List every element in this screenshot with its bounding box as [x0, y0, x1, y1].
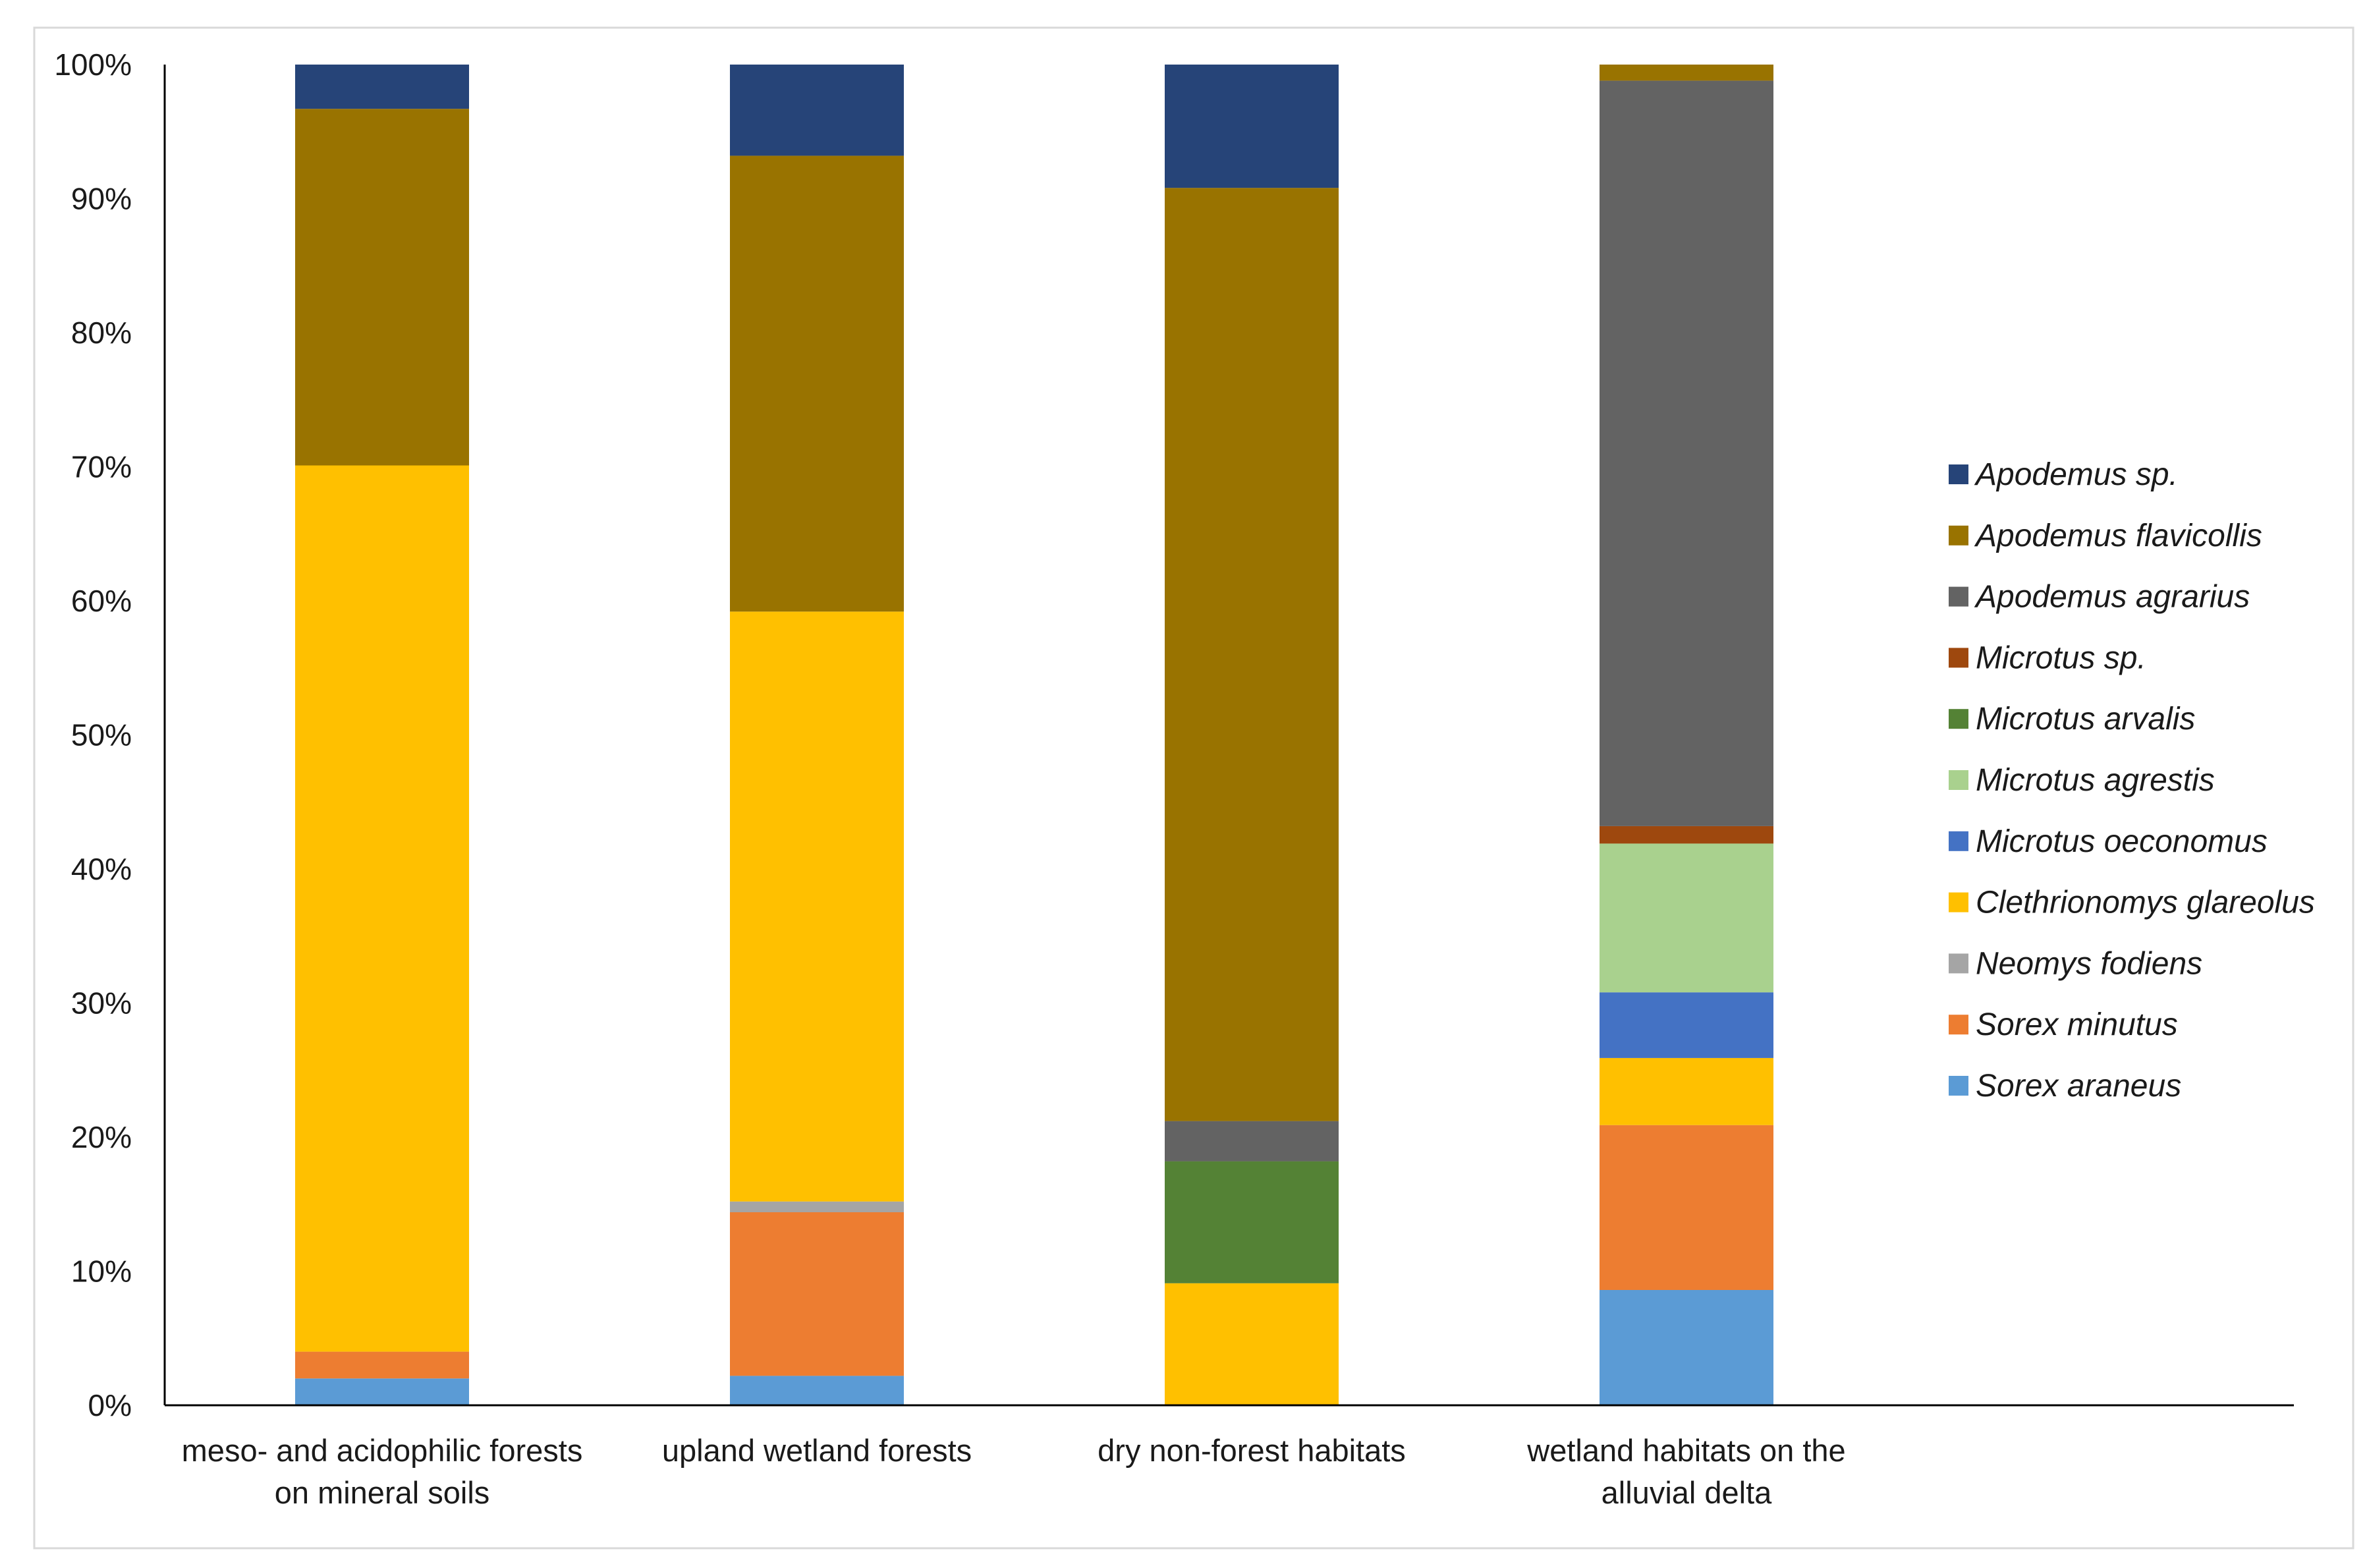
y-tick-label: 0%	[88, 1388, 132, 1422]
y-tick-label: 90%	[71, 182, 132, 216]
category-label-line: meso- and acidophilic forests	[182, 1433, 583, 1468]
legend-label-neomys-fodiens: Neomys fodiens	[1976, 946, 2202, 981]
legend-swatch-microtus-oeconomus	[1949, 831, 1968, 851]
category-label-line: dry non-forest habitats	[1098, 1433, 1406, 1468]
category-label-4: wetland habitats on the alluvial delta	[1526, 1433, 1845, 1510]
category-label-line: wetland habitats on the	[1526, 1433, 1845, 1468]
legend-swatch-sorex-minutus	[1949, 1015, 1968, 1035]
bar-segment-neomys-fodiens-2	[730, 1201, 904, 1212]
y-tick-label: 60%	[71, 584, 132, 618]
y-tick-label: 30%	[71, 986, 132, 1021]
category-label-line: alluvial delta	[1601, 1475, 1773, 1510]
legend-label-clethrionomys-glareolus: Clethrionomys glareolus	[1976, 885, 2315, 920]
bar-segment-apodemus-flavicollis-1	[295, 109, 469, 466]
legend-label-sorex-minutus: Sorex minutus	[1976, 1007, 2178, 1042]
legend-swatch-apodemus-sp	[1949, 464, 1968, 484]
legend-swatch-sorex-araneus	[1949, 1076, 1968, 1096]
bar-segment-clethrionomys-glareolus-1	[295, 465, 469, 1352]
legend-label-sorex-araneus: Sorex araneus	[1976, 1069, 2181, 1104]
bar-segment-microtus-oeconomus-4	[1600, 992, 1773, 1058]
legend-label-apodemus-flavicollis: Apodemus flavicollis	[1974, 518, 2262, 553]
legend-label-microtus-oeconomus: Microtus oeconomus	[1976, 824, 2268, 859]
bar-segment-apodemus-flavicollis-2	[730, 155, 904, 612]
bar-segment-sorex-minutus-2	[730, 1212, 904, 1376]
y-tick-label: 40%	[71, 852, 132, 886]
legend-label-microtus-arvalis: Microtus arvalis	[1976, 702, 2195, 737]
y-tick-label: 20%	[71, 1120, 132, 1154]
y-tick-label: 100%	[54, 47, 132, 82]
bar-segment-apodemus-agrarius-3	[1165, 1121, 1339, 1162]
bar-segment-sorex-minutus-4	[1600, 1125, 1773, 1290]
bar-segment-sorex-araneus-1	[295, 1378, 469, 1405]
bar-segment-sorex-araneus-2	[730, 1376, 904, 1405]
bar-segment-apodemus-agrarius-4	[1600, 80, 1773, 826]
bar-segment-clethrionomys-glareolus-4	[1600, 1057, 1773, 1125]
legend-label-apodemus-sp: Apodemus sp.	[1974, 457, 2178, 492]
legend: Apodemus sp. Apodemus flavicollis Apodemus…	[1949, 457, 2315, 1104]
legend-swatch-clethrionomys-glareolus	[1949, 892, 1968, 912]
category-label-3: dry non-forest habitats	[1098, 1433, 1406, 1468]
legend-swatch-apodemus-flavicollis	[1949, 525, 1968, 546]
bar-segment-apodemus-sp-3	[1165, 65, 1339, 188]
bar-segment-microtus-agrestis-4	[1600, 843, 1773, 993]
category-label-1: meso- and acidophilic forests on mineral …	[182, 1433, 583, 1510]
legend-label-microtus-agrestis: Microtus agrestis	[1976, 763, 2215, 798]
bar-segment-microtus-arvalis-3	[1165, 1161, 1339, 1283]
bar-segment-clethrionomys-glareolus-3	[1165, 1283, 1339, 1405]
bar-segment-apodemus-flavicollis-4	[1600, 65, 1773, 81]
legend-label-apodemus-agrarius: Apodemus agrarius	[1974, 580, 2250, 615]
y-tick-label: 10%	[71, 1254, 132, 1289]
bars-layer	[295, 65, 1773, 1405]
bar-segment-sorex-araneus-4	[1600, 1290, 1773, 1405]
bar-segment-microtus-sp-4	[1600, 826, 1773, 844]
bar-segment-clethrionomys-glareolus-2	[730, 611, 904, 1202]
labels-layer: meso- and acidophilic forests on mineral …	[54, 47, 1845, 1510]
y-tick-label: 80%	[71, 316, 132, 350]
legend-label-microtus-sp: Microtus sp.	[1976, 640, 2146, 675]
legend-swatch-neomys-fodiens	[1949, 953, 1968, 974]
legend-swatch-microtus-arvalis	[1949, 709, 1968, 729]
y-tick-label: 50%	[71, 718, 132, 752]
bar-segment-apodemus-sp-1	[295, 65, 469, 109]
legend-swatch-microtus-agrestis	[1949, 770, 1968, 790]
category-label-2: upland wetland forests	[662, 1433, 972, 1468]
legend-swatch-apodemus-agrarius	[1949, 586, 1968, 607]
category-label-line: on mineral soils	[275, 1475, 490, 1510]
bar-segment-sorex-minutus-1	[295, 1351, 469, 1379]
legend-swatch-microtus-sp	[1949, 648, 1968, 668]
category-label-line: upland wetland forests	[662, 1433, 972, 1468]
bar-segment-apodemus-sp-2	[730, 65, 904, 156]
bar-segment-apodemus-flavicollis-3	[1165, 188, 1339, 1121]
y-tick-label: 70%	[71, 450, 132, 484]
axes-layer	[163, 65, 2294, 1407]
